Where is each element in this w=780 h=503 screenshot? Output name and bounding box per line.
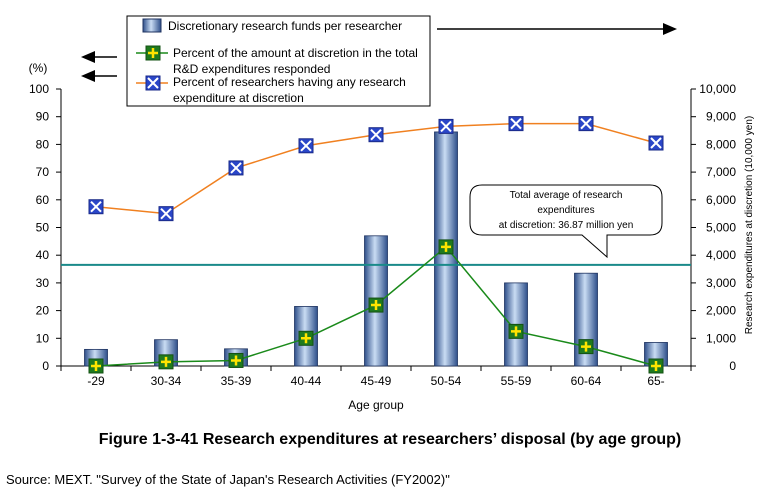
left-tick-label: 0 (42, 359, 49, 373)
point-blue-x (298, 138, 314, 154)
point-green-plus (158, 354, 174, 370)
x-tick-label: 55-59 (501, 374, 532, 388)
marker-plus (651, 361, 661, 371)
legend-label-green-2: R&D expenditures responded (173, 62, 330, 76)
marker-x (370, 128, 382, 141)
right-tick-label: 1,000 (706, 331, 736, 345)
marker-x (300, 140, 312, 152)
left-tick-label: 40 (36, 248, 50, 262)
x-tick-label: 30-34 (151, 374, 182, 388)
marker-plus (91, 361, 101, 371)
marker-plus (441, 241, 451, 252)
marker-plus (231, 355, 241, 366)
right-tick-label: 8,000 (706, 137, 736, 151)
legend-label-orange-2: expenditure at discretion (173, 91, 304, 105)
axes: 0 10 20 30 40 50 60 70 80 90 100 0 1,000 2,000 3,000 4,… (29, 61, 755, 412)
point-green-plus (298, 330, 314, 346)
marker-x (580, 117, 592, 130)
point-blue-x (648, 135, 664, 151)
legend-marker-x (147, 77, 159, 89)
arrow-head (81, 51, 95, 63)
marker-x (650, 137, 662, 149)
right-tick-label: 5,000 (706, 221, 736, 235)
point-green-plus (438, 239, 454, 255)
right-tick-label: 2,000 (706, 304, 736, 318)
line-series (88, 116, 664, 374)
right-tick-label: 4,000 (706, 248, 736, 262)
left-tick-label: 70 (36, 165, 50, 179)
point-blue-x (228, 160, 244, 176)
x-axis-title: Age group (348, 398, 404, 412)
chart: 0 10 20 30 40 50 60 70 80 90 100 0 1,000 2,000 3,000 4,… (29, 15, 755, 412)
marker-plus (161, 356, 171, 367)
point-blue-x (158, 206, 174, 222)
legend-box (126, 15, 431, 107)
marker-x (230, 162, 242, 174)
legend-bar-swatch (142, 18, 162, 33)
callout-text: Total average of research (510, 190, 623, 201)
arrow-right-icon (437, 23, 677, 35)
marker-plus (301, 333, 311, 344)
marker-plus (511, 326, 521, 337)
right-tick-label: 7,000 (706, 165, 736, 179)
point-blue-x (508, 116, 524, 132)
x-tick-label: 35-39 (221, 374, 252, 388)
arrow-head (81, 70, 95, 82)
callout-bubble (469, 184, 663, 259)
point-green-plus (578, 339, 594, 355)
right-tick-label: 9,000 (706, 110, 736, 124)
arrow-left-icon (81, 51, 117, 63)
x-tick-label: 65- (647, 374, 664, 388)
x-tick-label: 45-49 (361, 374, 392, 388)
callout: Total average of research expenditures at … (469, 184, 663, 259)
point-blue-x (578, 116, 594, 132)
marker-x (510, 117, 522, 130)
point-green-plus (508, 323, 524, 339)
right-axis-title: Research expenditures at discretion (10,… (744, 116, 755, 334)
left-axis-unit: (%) (29, 61, 48, 75)
left-tick-label: 80 (36, 137, 50, 151)
point-green-plus (648, 358, 664, 374)
legend-label-orange-1: Percent of researchers having any resear… (173, 75, 406, 89)
source-note: Source: MEXT. "Survey of the State of Ja… (6, 472, 450, 487)
arrow-left-icon (81, 70, 117, 82)
legend-marker-plus (148, 48, 158, 58)
figure-caption: Figure 1-3-41 Research expenditures at r… (98, 431, 682, 448)
x-tick-label: 50-54 (431, 374, 462, 388)
right-tick-label: 6,000 (706, 193, 736, 207)
marker-x (160, 207, 172, 220)
left-tick-label: 30 (36, 276, 50, 290)
left-tick-label: 20 (36, 304, 50, 318)
point-green-plus (368, 297, 384, 313)
point-green-plus (88, 358, 104, 374)
legend-label-bar: Discretionary research funds per researc… (168, 19, 402, 33)
right-tick-label: 10,000 (699, 82, 736, 96)
legend-label-green-1: Percent of the amount at discretion in t… (173, 46, 418, 60)
x-tick-label: -29 (87, 374, 105, 388)
x-tick-label: 60-64 (571, 374, 602, 388)
marker-x (440, 120, 452, 133)
point-blue-x (88, 199, 104, 215)
legend: Discretionary research funds per researc… (81, 15, 677, 107)
callout-text: expenditures (537, 205, 594, 216)
bar-series (84, 131, 668, 367)
arrow-head (663, 23, 677, 35)
point-blue-x (438, 118, 454, 134)
right-tick-label: 3,000 (706, 276, 736, 290)
x-tick-label: 40-44 (291, 374, 322, 388)
callout-text: at discretion: 36.87 million yen (499, 220, 634, 231)
marker-plus (581, 341, 591, 352)
marker-x (90, 201, 102, 213)
point-blue-x (368, 127, 384, 143)
left-tick-label: 10 (36, 331, 50, 345)
left-tick-label: 60 (36, 193, 50, 207)
marker-plus (371, 300, 381, 311)
left-tick-label: 90 (36, 110, 50, 124)
point-green-plus (228, 352, 244, 368)
left-tick-label: 100 (29, 82, 49, 96)
left-tick-label: 50 (36, 221, 50, 235)
right-tick-label: 0 (729, 359, 736, 373)
